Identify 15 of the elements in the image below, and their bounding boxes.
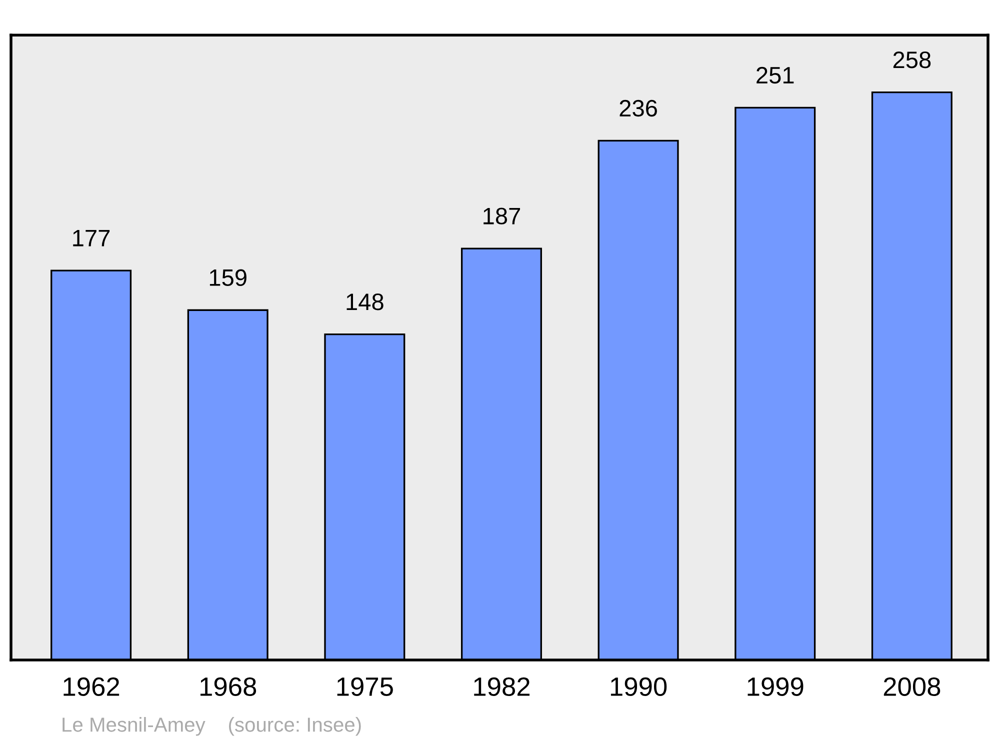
x-tick-label: 1962: [64, 677, 120, 696]
data-label: 159: [210, 269, 246, 286]
x-tick-label: 2008: [884, 677, 940, 696]
data-label: 187: [484, 208, 520, 224]
x-tick-label: 1975: [337, 677, 393, 696]
data-label: 148: [346, 294, 384, 310]
x-tick-label: 1999: [748, 677, 804, 696]
data-label: 251: [756, 66, 794, 84]
x-tick-label: 1982: [474, 677, 530, 696]
x-tick-label: 1968: [200, 677, 256, 696]
x-tick-label: 1990: [610, 677, 667, 696]
data-label: 177: [73, 230, 110, 246]
text: Le Mesnil-Amey (source: Insee): [62, 717, 361, 736]
data-label: 236: [620, 100, 657, 117]
data-label: 258: [893, 51, 931, 68]
